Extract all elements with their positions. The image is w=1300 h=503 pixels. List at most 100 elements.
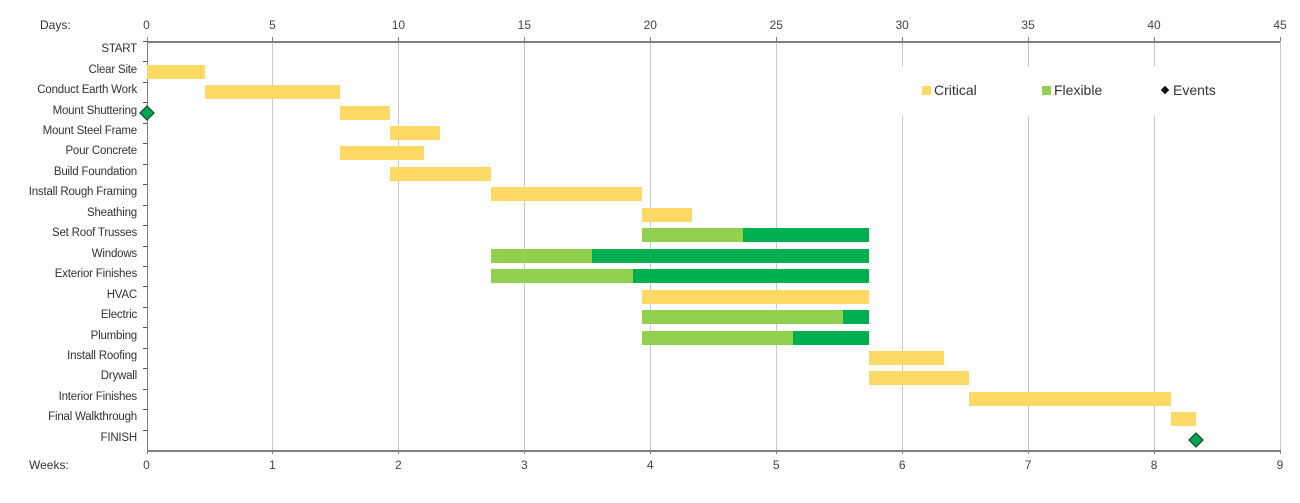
days-tick-label: 20 <box>643 18 657 32</box>
task-label: Install Rough Framing <box>28 186 137 199</box>
critical-bar <box>339 146 424 161</box>
critical-bar <box>1170 412 1197 427</box>
left-axis-line <box>146 41 148 450</box>
event-diamond-icon <box>1188 431 1204 448</box>
task-label: Clear Site <box>88 63 138 76</box>
bottom-tick <box>524 450 526 454</box>
weeks-tick-label: 0 <box>143 458 150 472</box>
row-tick <box>142 409 147 411</box>
critical-bar <box>490 187 642 202</box>
row-tick <box>142 347 147 349</box>
bottom-tick <box>902 450 904 454</box>
row-tick <box>142 61 147 63</box>
bottom-tick <box>146 450 148 454</box>
legend: Critical Flexible Events <box>902 66 1270 116</box>
task-label: Mount Shuttering <box>52 104 138 117</box>
critical-bar <box>641 289 869 304</box>
days-tick-label: 0 <box>143 18 150 32</box>
critical-bar <box>868 371 970 386</box>
bottom-tick <box>1280 450 1281 454</box>
gridline <box>776 41 778 450</box>
bottom-axis-line <box>146 450 1280 452</box>
critical-bar <box>868 350 945 365</box>
top-tick <box>1280 37 1281 41</box>
row-tick <box>142 388 147 390</box>
bottom-tick <box>398 450 400 454</box>
weeks-tick-label: 4 <box>646 458 654 472</box>
top-tick <box>146 37 148 41</box>
days-tick-label: 30 <box>895 18 909 32</box>
flexible-bar <box>641 330 794 345</box>
weeks-tick-label: 5 <box>772 458 780 472</box>
task-label: FINISH <box>100 431 138 444</box>
task-label: Plumbing <box>90 329 138 342</box>
critical-bar <box>390 126 441 141</box>
flexible-bar <box>641 228 743 243</box>
bottom-tick <box>1028 450 1030 454</box>
row-tick <box>142 122 147 124</box>
task-label: Install Roofing <box>67 349 137 362</box>
days-tick-label: 40 <box>1147 18 1161 32</box>
critical-bar <box>339 105 391 120</box>
row-tick <box>142 306 147 308</box>
top-tick <box>902 37 904 41</box>
gridline <box>1028 41 1030 450</box>
days-axis-label: Days: <box>40 18 71 32</box>
gridline <box>398 41 400 450</box>
critical-bar <box>641 207 693 222</box>
bottom-tick <box>650 450 652 454</box>
weeks-tick-label: 3 <box>520 458 528 472</box>
days-tick-label: 25 <box>769 18 783 32</box>
days-tick-label: 5 <box>269 18 276 32</box>
bottom-tick <box>1154 450 1156 454</box>
weeks-tick-label: 7 <box>1024 458 1032 472</box>
critical-bar <box>205 85 340 100</box>
top-tick <box>1028 37 1030 41</box>
slack-bar <box>591 248 869 263</box>
weeks-tick-label: 1 <box>269 458 276 472</box>
row-tick <box>142 204 147 206</box>
slack-bar <box>843 310 869 325</box>
task-label: Build Foundation <box>53 165 137 178</box>
task-label: Drywall <box>100 370 137 383</box>
flexible-bar <box>490 269 634 284</box>
row-tick <box>142 184 147 186</box>
task-label: Pour Concrete <box>65 145 137 158</box>
row-tick <box>142 81 147 83</box>
weeks-tick-label: 2 <box>395 458 402 472</box>
legend-item-events: Events <box>1160 82 1216 98</box>
top-tick <box>650 37 652 41</box>
row-tick <box>142 163 147 165</box>
top-tick <box>1154 37 1156 41</box>
row-tick <box>142 429 147 431</box>
days-tick-label: 45 <box>1273 18 1287 32</box>
task-label: Set Roof Trusses <box>51 227 137 240</box>
row-tick <box>142 368 147 370</box>
row-tick <box>142 143 147 145</box>
row-tick <box>142 41 147 42</box>
row-tick <box>142 245 147 247</box>
row-tick <box>142 102 147 104</box>
weeks-tick-label: 6 <box>898 458 906 472</box>
top-tick <box>776 37 778 41</box>
flexible-bar <box>641 310 844 325</box>
task-label: Electric <box>100 309 137 322</box>
critical-bar <box>146 64 206 79</box>
task-label: Mount Steel Frame <box>42 125 138 138</box>
row-tick <box>142 327 147 329</box>
top-tick <box>524 37 526 41</box>
flexible-swatch-icon <box>1042 85 1051 95</box>
gridline <box>272 41 274 450</box>
task-label: Exterior Finishes <box>54 268 137 281</box>
legend-item-flexible: Flexible <box>1042 82 1102 98</box>
critical-bar <box>969 391 1171 406</box>
top-axis-line <box>146 41 1280 43</box>
weeks-tick-label: 9 <box>1276 458 1284 472</box>
task-label: Windows <box>91 247 137 260</box>
slack-bar <box>793 330 869 345</box>
top-tick <box>398 37 400 41</box>
task-label: Interior Finishes <box>58 390 138 403</box>
task-label: Sheathing <box>87 206 137 219</box>
top-tick <box>272 37 274 41</box>
